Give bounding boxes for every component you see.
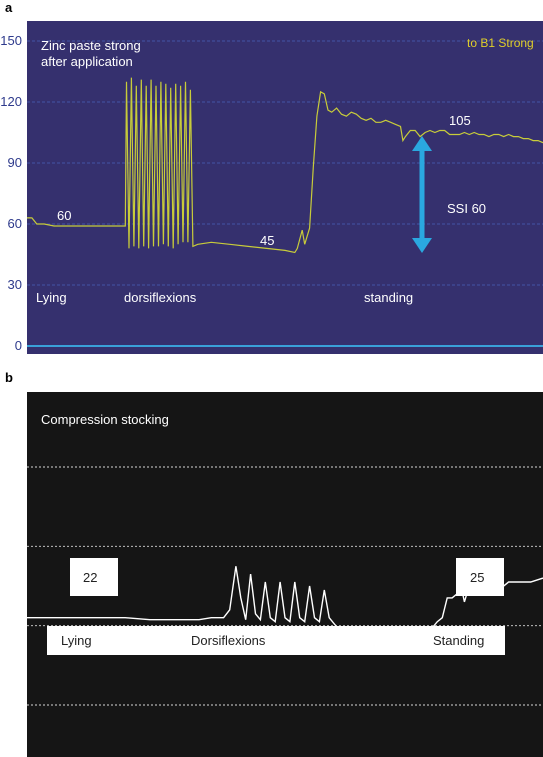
- panel-a-letter: a: [5, 0, 13, 15]
- panel-a-plot-background: [27, 21, 543, 354]
- panel-a-y-tick-label: 90: [7, 155, 22, 170]
- panel-a-phase-dorsiflexions: dorsiflexions: [124, 290, 197, 305]
- panel-a-value-60: 60: [57, 208, 71, 223]
- panel-b-phase-strip: [47, 626, 505, 655]
- panel-a-title-line-2: after application: [41, 54, 133, 69]
- panel-a-ssi-arrow: [412, 136, 432, 253]
- panel-b-pressure-trace: [27, 566, 543, 635]
- panel-a-gridlines: [27, 40, 543, 347]
- panel-b-value-box-22: [70, 558, 118, 596]
- panel-b-value-25: 25: [470, 570, 484, 585]
- panel-a-y-tick-label: 150: [0, 33, 22, 48]
- panel-b-phase-dorsiflexions: Dorsiflexions: [191, 633, 266, 648]
- panel-a-value-105: 105: [449, 113, 471, 128]
- panel-a-pressure-trace: [27, 77, 543, 254]
- panel-a-phase-standing: standing: [364, 290, 413, 305]
- panel-b-letter: b: [5, 370, 13, 385]
- panel-a-phase-lying: Lying: [36, 290, 67, 305]
- panel-b-value-box-25: [456, 558, 504, 596]
- panel-a-ssi-label: SSI 60: [447, 201, 486, 216]
- panel-a-legend: to B1 Strong: [467, 36, 534, 50]
- panel-a-y-tick-label: 60: [7, 216, 22, 231]
- panel-a-chart: to B1 Strong Zinc paste strong after app…: [27, 21, 543, 354]
- panel-b-phase-lying: Lying: [61, 633, 92, 648]
- panel-a-y-tick-label: 120: [0, 94, 22, 109]
- panel-b-value-22: 22: [83, 570, 97, 585]
- panel-b-chart: Compression stocking 22 25 Lying Dorsifl…: [27, 392, 543, 757]
- panel-a-title-line-1: Zinc paste strong: [41, 38, 141, 53]
- panel-b-phase-standing: Standing: [433, 633, 484, 648]
- panel-b-title: Compression stocking: [41, 412, 169, 427]
- panel-b-gridlines: [27, 466, 543, 706]
- panel-a-value-45: 45: [260, 233, 274, 248]
- panel-a-y-tick-label: 30: [7, 277, 22, 292]
- panel-a-y-tick-label: 0: [14, 338, 22, 353]
